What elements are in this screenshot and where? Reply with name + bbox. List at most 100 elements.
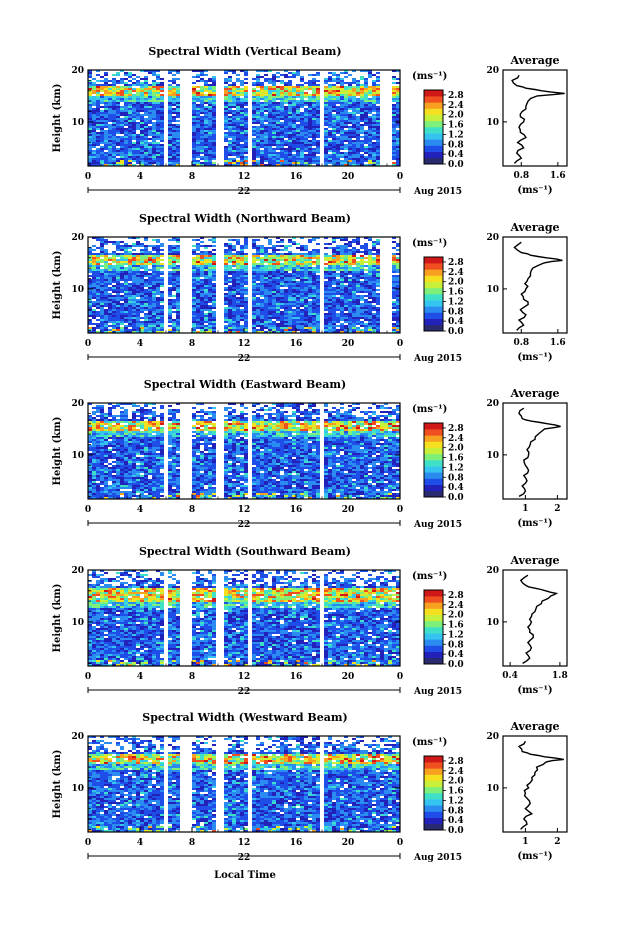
x-tick-label: 8	[189, 838, 195, 848]
average-profile	[502, 402, 568, 500]
panel-title: Spectral Width (Northward Beam)	[139, 212, 351, 225]
colorbar-tick-label: 2.0	[448, 111, 464, 121]
average-title: Average	[509, 387, 559, 400]
panel-title: Spectral Width (Westward Beam)	[142, 711, 347, 724]
colorbar-tick-label: 0.0	[448, 826, 464, 836]
x-tick-label: 8	[189, 339, 195, 349]
average-x-label: (ms⁻¹)	[517, 851, 552, 862]
colorbar-tick-label: 2.8	[448, 591, 464, 601]
average-x-tick-label: 0.8	[513, 171, 529, 181]
average-y-tick-label: 20	[486, 566, 499, 576]
colorbar-tick-label: 2.4	[448, 434, 464, 444]
y-tick-label: 20	[71, 399, 84, 409]
average-x-tick-label: 0.4	[502, 671, 518, 681]
colorbar-tick-label: 2.0	[448, 278, 464, 288]
x-tick-label: 16	[290, 339, 303, 349]
panel-2: Spectral Width (Northward Beam) 10 20 Heigh…	[52, 212, 568, 364]
y-tick-label: 20	[71, 233, 84, 243]
colorbar-tick-label: 0.4	[448, 816, 464, 826]
y-axis-label: Height (km)	[52, 584, 63, 653]
colorbar-tick-label: 0.4	[448, 483, 464, 493]
panel-5: Spectral Width (Westward Beam)1020Height…	[52, 711, 568, 863]
x-tick-label: 12	[238, 505, 251, 515]
colorbar-tick-label: 2.4	[448, 101, 464, 111]
y-tick-label: 20	[71, 566, 84, 576]
heatmap	[88, 403, 400, 499]
x-tick-label: 4	[137, 838, 143, 848]
y-axis-label: Height (km)	[52, 84, 63, 153]
day-label: 22	[238, 520, 251, 530]
colorbar-unit-label: (ms⁻¹)	[412, 571, 447, 582]
colorbar-tick-label: 1.6	[448, 288, 464, 298]
panel-3: Spectral Width (Eastward Beam)1020Height…	[52, 378, 568, 530]
average-x-tick-label: 1.6	[550, 171, 566, 181]
y-tick-label: 20	[71, 66, 84, 76]
average-x-label: (ms⁻¹)	[517, 518, 552, 529]
colorbar-tick-label: 0.8	[448, 640, 464, 650]
average-y-tick-label: 20	[486, 399, 499, 409]
x-tick-label: 0	[85, 339, 91, 349]
average-profile	[502, 569, 568, 667]
colorbar-tick-label: 2.8	[448, 91, 464, 101]
y-tick-label: 10	[71, 618, 84, 628]
colorbar-tick-label: 2.0	[448, 444, 464, 454]
day-label: 22	[238, 187, 251, 197]
colorbar-tick-label: 2.8	[448, 258, 464, 268]
heatmap	[88, 237, 400, 333]
colorbar-tick-label: 0.4	[448, 650, 464, 660]
colorbar-unit-label: (ms⁻¹)	[412, 404, 447, 415]
x-tick-label: 20	[342, 672, 355, 682]
colorbar-tick-label: 1.2	[448, 463, 464, 473]
average-profile	[502, 236, 568, 334]
x-tick-label: 0	[397, 172, 403, 182]
colorbar-tick-label: 2.4	[448, 268, 464, 278]
colorbar-tick-label: 2.8	[448, 424, 464, 434]
panel-4: Spectral Width (Southward Beam) 10 20 Heigh…	[52, 545, 568, 697]
x-tick-label: 8	[189, 172, 195, 182]
heatmap	[88, 570, 400, 666]
panel-title: Spectral Width (Vertical Beam)	[148, 45, 341, 58]
colorbar-tick-label: 0.8	[448, 806, 464, 816]
average-x-tick-label: 2	[554, 837, 560, 847]
y-tick-label: 10	[71, 451, 84, 461]
average-x-label: (ms⁻¹)	[517, 185, 552, 196]
x-tick-label: 20	[342, 172, 355, 182]
x-tick-label: 12	[238, 339, 251, 349]
x-tick-label: 0	[397, 505, 403, 515]
average-y-tick-label: 20	[486, 66, 499, 76]
average-title: Average	[509, 720, 559, 733]
y-tick-label: 10	[71, 118, 84, 128]
average-profile-line	[517, 740, 564, 830]
average-x-tick-label: 0.8	[513, 338, 529, 348]
local-time-label: Local Time	[214, 870, 276, 881]
x-tick-label: 20	[342, 838, 355, 848]
average-profile-line	[518, 407, 561, 498]
x-tick-label: 0	[85, 672, 91, 682]
colorbar-tick-label: 0.0	[448, 327, 464, 337]
colorbar-tick-label: 0.8	[448, 140, 464, 150]
colorbar-tick-label: 0.4	[448, 317, 464, 327]
average-title: Average	[509, 54, 559, 67]
colorbar-tick-label: 1.6	[448, 454, 464, 464]
x-tick-label: 0	[85, 838, 91, 848]
colorbar-tick-label: 1.2	[448, 297, 464, 307]
average-y-tick-label: 20	[486, 233, 499, 243]
colorbar-unit-label: (ms⁻¹)	[412, 71, 447, 82]
panel-title: Spectral Width (Southward Beam)	[139, 545, 351, 558]
heatmap	[88, 70, 400, 166]
colorbar-tick-label: 0.8	[448, 307, 464, 317]
colorbar	[423, 422, 446, 498]
date-label: Aug 2015	[413, 187, 462, 197]
x-tick-label: 12	[238, 838, 251, 848]
date-label: Aug 2015	[413, 853, 462, 863]
colorbar-tick-label: 0.4	[448, 150, 464, 160]
colorbar	[423, 755, 446, 831]
y-axis-label: Height (km)	[52, 417, 63, 486]
y-tick-label: 20	[71, 732, 84, 742]
colorbar-tick-label: 0.0	[448, 160, 464, 170]
x-tick-label: 20	[342, 505, 355, 515]
y-tick-label: 10	[71, 784, 84, 794]
average-y-tick-label: 10	[486, 118, 499, 128]
x-tick-label: 4	[137, 339, 143, 349]
